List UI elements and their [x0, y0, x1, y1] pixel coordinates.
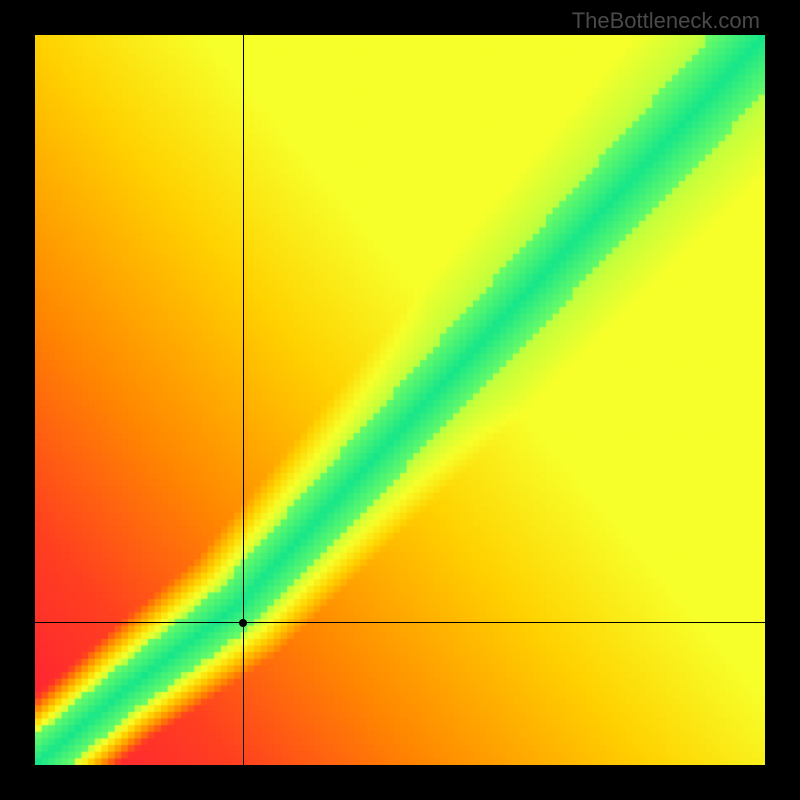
chart-container: TheBottleneck.com [0, 0, 800, 800]
watermark-text: TheBottleneck.com [572, 8, 760, 34]
crosshair-vertical [243, 35, 244, 765]
plot-area [35, 35, 765, 765]
crosshair-dot [239, 619, 247, 627]
crosshair-horizontal [35, 622, 765, 623]
heatmap-canvas [35, 35, 765, 765]
